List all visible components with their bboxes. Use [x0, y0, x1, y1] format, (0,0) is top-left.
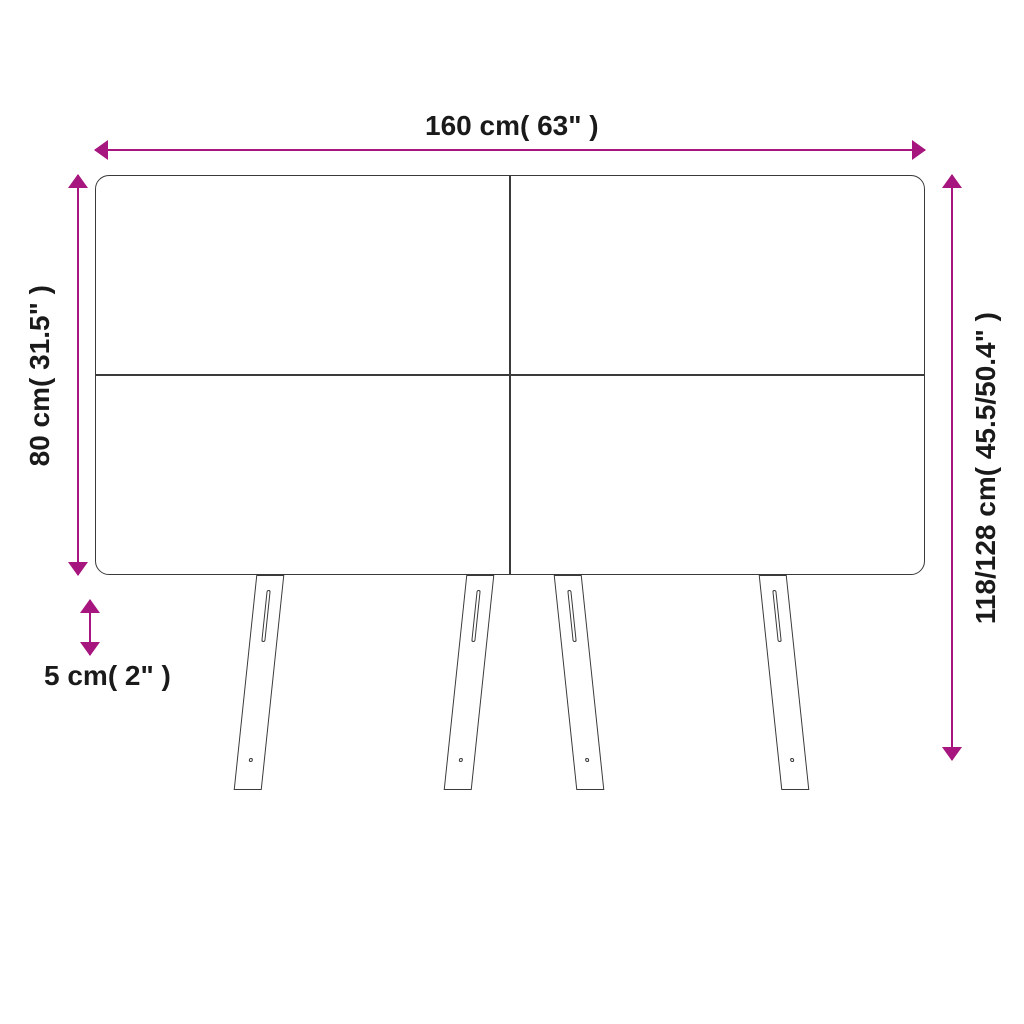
leg-hole [790, 758, 794, 762]
leg-slot [471, 590, 480, 642]
arrowhead [68, 562, 88, 576]
dim-line-total-height [951, 175, 954, 760]
label-panel-height: 80 cm( 31.5" ) [24, 285, 56, 466]
arrowhead [80, 599, 100, 613]
leg-hole [585, 758, 589, 762]
arrowhead [942, 747, 962, 761]
headboard [95, 175, 925, 575]
leg-hole [459, 758, 463, 762]
arrowhead [912, 140, 926, 160]
arrowhead [80, 642, 100, 656]
leg-slot [567, 590, 576, 642]
arrowhead [942, 174, 962, 188]
diagram-stage: 160 cm( 63" ) 80 cm( 31.5" ) 5 cm( 2" ) 118… [0, 0, 1024, 1024]
leg-hole [249, 758, 253, 762]
label-total-height: 118/128 cm( 45.5/50.4" ) [970, 312, 1002, 624]
headboard-panel [510, 375, 925, 575]
dim-line-panel-height [77, 175, 80, 575]
headboard-panel [95, 375, 510, 575]
leg-slot [772, 590, 781, 642]
arrowhead [68, 174, 88, 188]
label-depth: 5 cm( 2" ) [44, 660, 171, 692]
leg-slot [261, 590, 270, 642]
headboard-panel [510, 175, 925, 375]
headboard-panel [95, 175, 510, 375]
headboard-leg [234, 575, 285, 790]
dim-line-width [95, 149, 925, 152]
headboard-leg [554, 575, 605, 790]
label-width: 160 cm( 63" ) [425, 110, 599, 142]
headboard-leg [759, 575, 810, 790]
arrowhead [94, 140, 108, 160]
headboard-leg [444, 575, 495, 790]
